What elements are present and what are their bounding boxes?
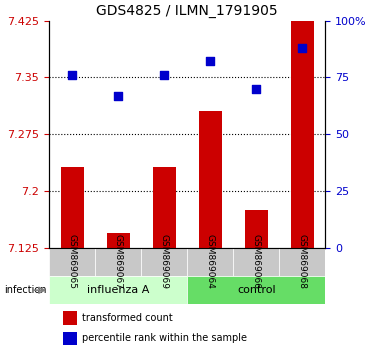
Text: GSM869064: GSM869064 — [206, 234, 215, 289]
Bar — [60, 167, 83, 248]
FancyBboxPatch shape — [187, 248, 233, 276]
Text: transformed count: transformed count — [82, 313, 173, 323]
Text: GSM869067: GSM869067 — [114, 234, 123, 289]
Title: GDS4825 / ILMN_1791905: GDS4825 / ILMN_1791905 — [96, 4, 278, 18]
Bar — [153, 167, 176, 248]
Point — [69, 72, 75, 78]
Text: percentile rank within the sample: percentile rank within the sample — [82, 333, 247, 343]
Bar — [199, 112, 222, 248]
Text: GSM869069: GSM869069 — [160, 234, 169, 289]
Point — [299, 45, 305, 51]
Text: infection: infection — [4, 285, 47, 295]
Bar — [63, 311, 77, 325]
FancyBboxPatch shape — [95, 248, 141, 276]
FancyBboxPatch shape — [49, 276, 187, 304]
Text: control: control — [237, 285, 276, 295]
Bar — [245, 210, 268, 248]
Point — [253, 86, 259, 92]
FancyBboxPatch shape — [233, 248, 279, 276]
FancyBboxPatch shape — [49, 248, 95, 276]
Point — [115, 93, 121, 98]
Text: GSM869065: GSM869065 — [68, 234, 76, 289]
Bar — [63, 332, 77, 345]
Text: GSM869068: GSM869068 — [298, 234, 307, 289]
FancyBboxPatch shape — [279, 248, 325, 276]
Text: GSM869066: GSM869066 — [252, 234, 261, 289]
Point — [207, 59, 213, 64]
FancyBboxPatch shape — [141, 248, 187, 276]
FancyBboxPatch shape — [187, 276, 325, 304]
Point — [161, 72, 167, 78]
Bar — [106, 233, 130, 248]
Bar — [291, 21, 314, 248]
Text: influenza A: influenza A — [87, 285, 150, 295]
